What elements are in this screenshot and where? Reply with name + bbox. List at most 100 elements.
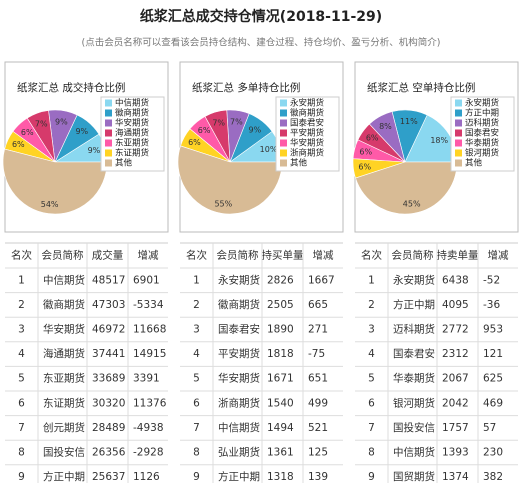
table-cell: 2042 (442, 397, 469, 409)
table-cell: 2826 (267, 274, 294, 286)
slice-label: 6% (21, 128, 34, 137)
pie-slice (177, 145, 283, 215)
table-cell: 1667 (308, 274, 335, 286)
table-cell: 469 (483, 397, 503, 409)
table-cell: 2772 (442, 324, 469, 336)
page-title: 纸浆汇总成交持仓情况(2018-11-29) (140, 8, 382, 25)
table-cell: 华安期货 (218, 372, 260, 385)
slice-label: 6% (198, 126, 211, 135)
legend-swatch (455, 109, 462, 117)
table-cell: 5 (193, 373, 200, 385)
table-cell: 3 (368, 324, 375, 336)
table-cell: 1818 (267, 348, 294, 360)
table-cell: 国泰君安 (393, 347, 435, 360)
legend-swatch (455, 129, 462, 137)
table-cell: 1318 (267, 471, 294, 483)
table-cell: 7 (368, 422, 375, 434)
legend-label: 方正中期 (465, 108, 499, 119)
table-cell: 创元期货 (43, 421, 85, 434)
legend-swatch (455, 119, 462, 127)
legend-swatch (105, 99, 112, 107)
table-cell: 3 (18, 324, 25, 336)
table-cell: 2312 (442, 348, 469, 360)
table-cell: 1494 (267, 422, 294, 434)
legend-label: 海通期货 (115, 128, 150, 139)
legend-label: 国泰君安 (465, 128, 499, 139)
table-cell: 2 (368, 299, 375, 311)
table-cell: 1 (368, 274, 375, 286)
table-cell: 11376 (133, 397, 167, 409)
table-cell: 4 (18, 348, 25, 360)
legend-label: 华泰期货 (465, 138, 500, 149)
table-header: 名次 (11, 249, 32, 262)
table-cell: 7 (193, 422, 200, 434)
legend-swatch (105, 119, 112, 127)
table-cell: 9 (193, 471, 200, 483)
legend-label: 永安期货 (290, 98, 325, 109)
table-cell: 953 (483, 324, 503, 336)
page-subtitle: (点击会员名称可以查看该会员持仓结构、建仓过程、持仓均价、盈亏分析、机构简介) (82, 37, 441, 49)
table-header: 名次 (186, 249, 207, 262)
legend-label: 其他 (115, 158, 133, 169)
table-cell: 382 (483, 471, 503, 483)
slice-label: 6% (188, 138, 201, 147)
table-cell: 28489 (92, 422, 125, 434)
table-cell: 1126 (133, 471, 160, 483)
chart-title: 纸浆汇总 多单持仓比例 (192, 81, 300, 94)
table-cell: 永安期货 (218, 273, 260, 286)
table-cell: 迈科期货 (393, 323, 435, 336)
table-cell: 121 (483, 348, 503, 360)
legend-label: 国泰君安 (290, 118, 324, 129)
chart-title: 纸浆汇总 成交持仓比例 (17, 81, 125, 94)
legend-label: 东亚期货 (115, 138, 150, 149)
pie-slice (2, 148, 108, 215)
table-cell: 中信期货 (393, 446, 435, 459)
legend-label: 银河期货 (465, 148, 500, 159)
chart-title: 纸浆汇总 空单持仓比例 (367, 81, 475, 94)
table-cell: 国投安信 (43, 446, 85, 459)
slice-label: 55% (214, 200, 232, 209)
table-cell: 57 (483, 422, 496, 434)
table-cell: 499 (308, 397, 328, 409)
legend-label: 平安期货 (290, 128, 325, 139)
table-cell: 方正中期 (218, 470, 260, 483)
table-cell: 47303 (92, 299, 125, 311)
table-header: 会员简称 (42, 249, 84, 262)
slice-label: 6% (366, 134, 379, 143)
table-header: 会员简称 (217, 249, 259, 262)
slice-label: 54% (41, 200, 59, 209)
table-cell: 9 (18, 471, 25, 483)
table-cell: 国贸期货 (393, 470, 435, 483)
table-cell: -5334 (133, 299, 164, 311)
table-cell: 14915 (133, 348, 166, 360)
table-cell: 4095 (442, 299, 469, 311)
table-cell: 33689 (92, 373, 125, 385)
table-header: 持买单量 (262, 249, 304, 262)
legend-label: 迈科期货 (465, 118, 500, 129)
legend-swatch (280, 159, 287, 167)
table-header: 会员简称 (392, 249, 434, 262)
table-cell: -75 (308, 348, 325, 360)
table-cell: 1374 (442, 471, 469, 483)
table-cell: 2505 (267, 299, 294, 311)
table-cell: 3391 (133, 373, 160, 385)
legend-swatch (280, 99, 287, 107)
table-cell: 4 (193, 348, 200, 360)
table-cell: 1671 (267, 373, 294, 385)
table-cell: 2 (18, 299, 25, 311)
legend-label: 华安期货 (290, 138, 325, 149)
table-cell: 8 (18, 447, 25, 459)
table-cell: 1 (18, 274, 25, 286)
table-cell: -36 (483, 299, 500, 311)
table-cell: 1890 (267, 324, 294, 336)
legend-swatch (280, 149, 287, 157)
table-header: 增减 (138, 249, 159, 262)
table-cell: 6 (368, 397, 375, 409)
table-cell: 海通期货 (43, 347, 85, 360)
table-cell: 5 (18, 373, 25, 385)
legend-label: 华安期货 (115, 118, 150, 129)
slice-label: 7% (230, 117, 243, 126)
table-cell: 华安期货 (43, 323, 85, 336)
table-cell: 25637 (92, 471, 125, 483)
table-cell: 46972 (92, 324, 125, 336)
